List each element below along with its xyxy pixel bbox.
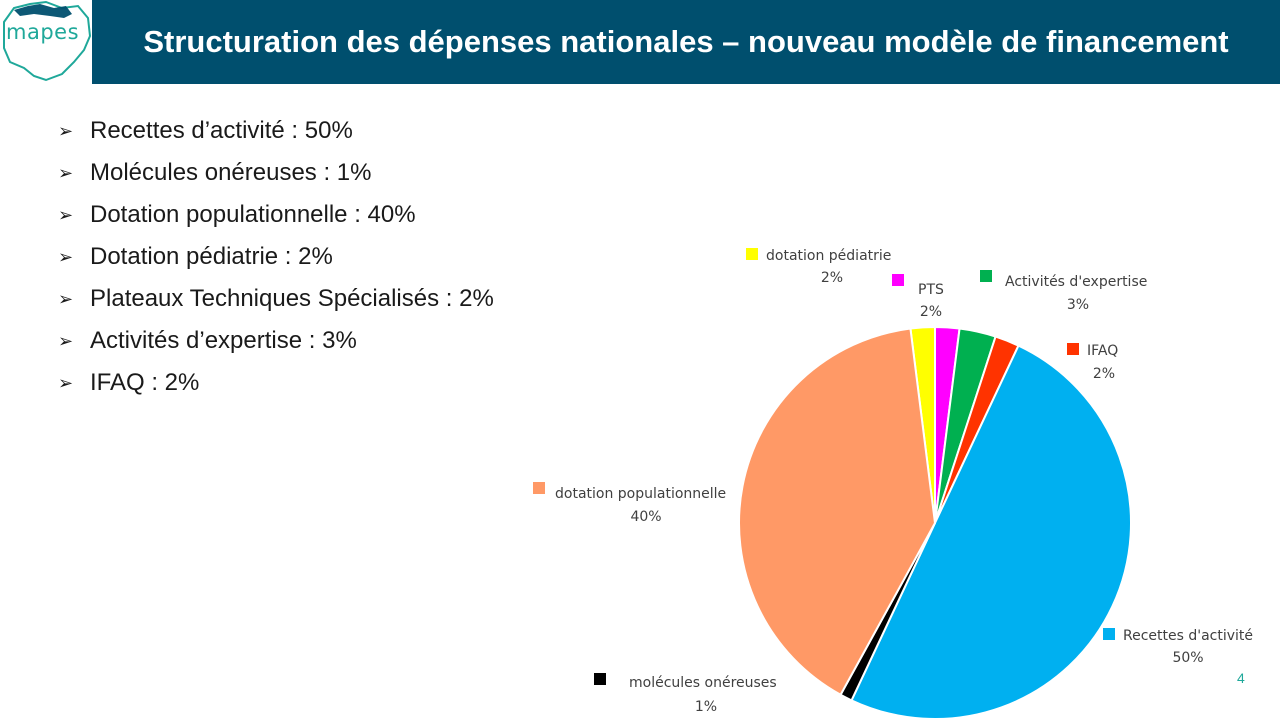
bullet-text: Dotation populationnelle : 40% — [90, 201, 416, 228]
legend-marker — [980, 270, 992, 282]
slice-label: IFAQ — [1087, 343, 1118, 359]
slice-percent-label: 2% — [920, 304, 942, 320]
bullet-text: Recettes d’activité : 50% — [90, 117, 353, 144]
bullet-text: IFAQ : 2% — [90, 369, 200, 396]
bullet-text: Plateaux Techniques Spécialisés : 2% — [90, 285, 494, 312]
arrow-bullet-icon: ➢ — [58, 120, 74, 141]
slice-percent-label: 3% — [1067, 297, 1089, 313]
slice-label: dotation populationnelle — [555, 486, 726, 502]
legend-marker — [1103, 628, 1115, 640]
slice-label: molécules onéreuses — [629, 675, 777, 691]
bullet-item: ➢ Activités d’expertise : 3% — [58, 320, 494, 362]
slice-label: Recettes d'activité — [1123, 628, 1253, 644]
legend-marker — [746, 248, 758, 260]
legend-marker — [1067, 343, 1079, 355]
pie-slice-recettes-d-activit- — [850, 344, 1132, 720]
bullet-item: ➢ IFAQ : 2% — [58, 362, 494, 404]
slice-percent-label: 1% — [695, 699, 717, 715]
slice-percent-label: 40% — [630, 509, 661, 525]
arrow-bullet-icon: ➢ — [58, 330, 74, 351]
pie-slice-dotation-populationnelle — [738, 327, 937, 697]
title-bar: Structuration des dépenses nationales – … — [92, 0, 1280, 84]
slice-percent-label: 2% — [1093, 366, 1115, 382]
mapes-logo: mapes — [0, 0, 92, 84]
arrow-bullet-icon: ➢ — [58, 162, 74, 183]
bullet-item: ➢ Dotation populationnelle : 40% — [58, 194, 494, 236]
slice-percent-label: 50% — [1172, 650, 1203, 666]
arrow-bullet-icon: ➢ — [58, 288, 74, 309]
slice-label: dotation pédiatrie — [766, 248, 891, 264]
page-number: 4 — [1237, 670, 1245, 686]
region-map-icon — [3, 0, 92, 82]
arrow-bullet-icon: ➢ — [58, 372, 74, 393]
bullet-item: ➢ Molécules onéreuses : 1% — [58, 152, 494, 194]
legend-marker — [892, 274, 904, 286]
bullet-item: ➢ Dotation pédiatrie : 2% — [58, 236, 494, 278]
slice-label: Activités d'expertise — [1005, 274, 1147, 290]
bullet-list: ➢ Recettes d’activité : 50% ➢ Molécules on… — [58, 110, 494, 404]
bullet-text: Activités d’expertise : 3% — [90, 327, 357, 354]
bullet-text: Dotation pédiatrie : 2% — [90, 243, 333, 270]
bullet-text: Molécules onéreuses : 1% — [90, 159, 372, 186]
slice-percent-label: 2% — [821, 270, 843, 286]
legend-marker — [533, 482, 545, 494]
pie-chart: dotation pédiatrie 2% PTS 2% Activités d'exp… — [533, 248, 1253, 720]
logo-wordmark: mapes — [6, 20, 80, 44]
arrow-bullet-icon: ➢ — [58, 246, 74, 267]
slice-label: PTS — [918, 282, 944, 298]
slide-title: Structuration des dépenses nationales – … — [143, 24, 1229, 59]
legend-marker — [594, 673, 606, 685]
bullet-item: ➢ Recettes d’activité : 50% — [58, 110, 494, 152]
bullet-item: ➢ Plateaux Techniques Spécialisés : 2% — [58, 278, 494, 320]
arrow-bullet-icon: ➢ — [58, 204, 74, 225]
